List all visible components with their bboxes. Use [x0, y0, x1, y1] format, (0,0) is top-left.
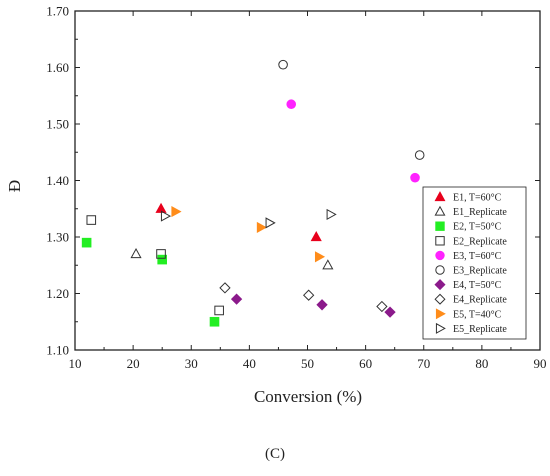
legend-marker-series-6: [435, 265, 445, 275]
data-point-series-8: [219, 282, 231, 294]
legend-marker-series-3: [435, 221, 445, 231]
legend-marker-series-8: [434, 293, 446, 305]
panel-label: (C): [265, 446, 285, 462]
data-point-series-4: [86, 215, 97, 225]
x-tick-label: 50: [301, 356, 314, 371]
x-tick-label: 20: [127, 356, 140, 371]
y-tick-label: 1.60: [46, 60, 69, 75]
data-point-series-7: [230, 293, 243, 305]
y-axis-title: Đ: [5, 180, 24, 192]
data-point-series-3: [81, 237, 92, 248]
data-point-series-7: [384, 306, 396, 318]
x-tick-label: 90: [534, 356, 547, 371]
x-tick-label: 80: [475, 356, 488, 371]
data-point-series-10: [326, 208, 337, 220]
y-tick-label: 1.40: [46, 173, 69, 188]
axis-ticks: 10 20 30 40 50 60 70 80 90 1.10 1.20 1.30 1.40 1.50 1.…: [46, 4, 546, 372]
data-point-series-3: [209, 316, 220, 327]
y-tick-label: 1.50: [46, 117, 69, 132]
data-point-series-9: [171, 205, 182, 218]
legend-marker-series-10: [435, 322, 446, 334]
data-point-series-6: [278, 59, 288, 70]
data-point-series-2: [130, 247, 142, 259]
legend-marker-series-4: [435, 236, 445, 246]
x-tick-label: 60: [359, 356, 372, 371]
x-tick-label: 10: [69, 356, 82, 371]
x-axis-title: Conversion (%): [254, 387, 362, 406]
data-point-series-3: [157, 254, 167, 265]
legend-label-series-6: E3_Replicate: [453, 266, 507, 277]
legend-label-series-9: E5, T=40°C: [453, 309, 502, 320]
data-point-series-10: [265, 217, 276, 229]
data-point-series-8: [303, 289, 315, 301]
data-point-series-1: [310, 231, 322, 242]
data-point-series-9: [256, 221, 267, 233]
legend: E1, T=60°C E1_Replicate E2, T=50°C E2_Repli…: [422, 186, 527, 340]
legend-marker-series-9: [435, 308, 446, 320]
y-tick-label: 1.30: [46, 230, 69, 245]
legend-label-series-3: E2, T=50°C: [453, 222, 502, 233]
x-tick-label: 30: [185, 356, 198, 371]
data-point-series-4: [214, 305, 224, 316]
legend-label-series-1: E1, T=60°C: [453, 193, 502, 204]
x-tick-label: 40: [243, 356, 256, 371]
data-point-series-6: [414, 150, 425, 160]
data-point-series-8: [376, 300, 388, 313]
data-point-series-4: [156, 249, 166, 259]
legend-marker-series-7: [434, 279, 446, 291]
legend-marker-series-2: [434, 205, 446, 216]
legend-label-series-10: E5_Replicate: [453, 324, 507, 335]
legend-marker-series-1: [434, 191, 446, 202]
scatter-chart: 10 20 30 40 50 60 70 80 90 1.10 1.20 1.30 1.40 1.50 1.…: [5, 4, 547, 407]
x-tick-label: 70: [417, 356, 430, 371]
data-point-series-10: [160, 210, 172, 222]
legend-label-series-2: E1_Replicate: [453, 207, 507, 218]
legend-label-series-8: E4_Replicate: [453, 295, 507, 306]
data-point-series-2: [322, 259, 334, 270]
data-points: [81, 59, 425, 327]
legend-label-series-7: E4, T=50°C: [453, 280, 502, 291]
legend-label-series-4: E2_Replicate: [453, 236, 507, 247]
y-tick-label: 1.10: [46, 343, 69, 358]
y-tick-label: 1.20: [46, 286, 69, 301]
legend-marker-series-5: [435, 250, 445, 261]
data-point-series-5: [286, 99, 297, 110]
legend-label-series-5: E3, T=60°C: [453, 251, 502, 262]
y-tick-label: 1.70: [46, 4, 69, 19]
data-point-series-5: [410, 172, 420, 183]
data-point-series-7: [316, 299, 328, 311]
data-point-series-9: [314, 251, 326, 263]
